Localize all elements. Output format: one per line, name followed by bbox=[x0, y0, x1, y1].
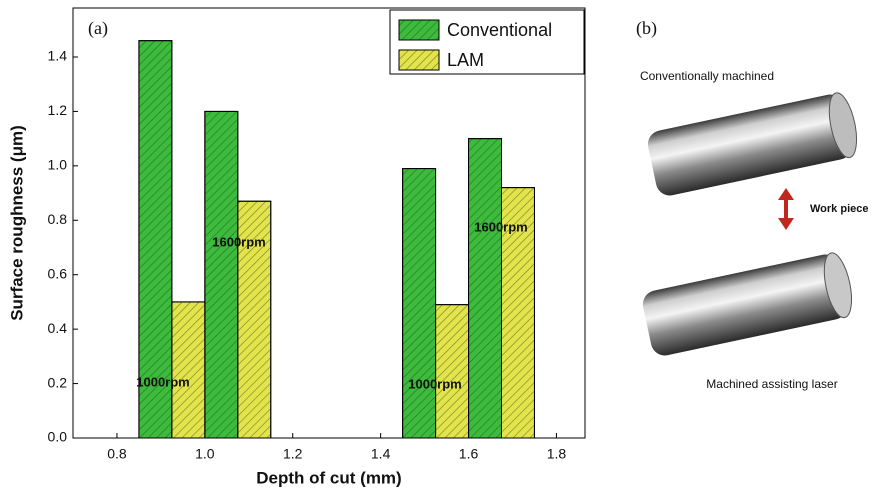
y-axis-label: Surface roughness (μm) bbox=[7, 125, 26, 321]
bar bbox=[171, 301, 206, 439]
bar bbox=[204, 110, 239, 439]
x-tick-label: 1.4 bbox=[371, 446, 391, 462]
x-tick-label: 0.8 bbox=[107, 446, 127, 462]
legend: Conventional LAM bbox=[389, 9, 585, 75]
x-tick-label: 1.2 bbox=[283, 446, 303, 462]
panel-label: (a) bbox=[88, 18, 108, 39]
bar-hatch bbox=[402, 168, 437, 439]
bar-hatch bbox=[171, 301, 206, 439]
panel-label: (b) bbox=[636, 18, 657, 39]
y-tick-label: 0.0 bbox=[48, 429, 68, 445]
photo-label: Work piece bbox=[810, 203, 869, 215]
y-tick-label: 1.2 bbox=[48, 102, 68, 118]
legend-label: Conventional bbox=[447, 20, 552, 40]
y-tick-label: 0.4 bbox=[48, 320, 68, 336]
y-tick-label: 0.2 bbox=[48, 374, 68, 390]
workpiece-top bbox=[647, 92, 858, 196]
legend-swatch-hatch bbox=[398, 49, 440, 71]
annotation: 1600rpm bbox=[474, 219, 527, 234]
bar-hatch bbox=[138, 40, 173, 439]
legend-label: LAM bbox=[447, 50, 484, 70]
bar bbox=[500, 187, 535, 439]
bar bbox=[468, 138, 502, 439]
annotation: 1000rpm bbox=[136, 374, 189, 389]
arrow bbox=[778, 188, 794, 230]
x-tick-label: 1.8 bbox=[547, 446, 567, 462]
bar bbox=[435, 304, 470, 439]
y-tick-label: 1.0 bbox=[48, 157, 68, 173]
photo-label: Machined assisting laser bbox=[706, 377, 837, 391]
legend-swatch-hatch bbox=[398, 19, 440, 41]
bar-hatch bbox=[468, 138, 502, 439]
x-axis-label: Depth of cut (mm) bbox=[256, 468, 401, 487]
bar-hatch bbox=[204, 110, 239, 439]
y-tick-label: 1.4 bbox=[48, 48, 68, 64]
x-tick-label: 1.6 bbox=[459, 446, 479, 462]
annotation: 1600rpm bbox=[212, 234, 265, 249]
y-tick-label: 0.6 bbox=[48, 265, 68, 281]
bar bbox=[402, 168, 437, 439]
x-tick-label: 1.0 bbox=[195, 446, 215, 462]
plot-frame bbox=[72, 7, 586, 439]
bar bbox=[138, 40, 173, 439]
photo-panel: (b) Conventionally machined Work piece M… bbox=[636, 18, 869, 391]
photo-label: Conventionally machined bbox=[640, 69, 774, 83]
y-tick-label: 0.8 bbox=[48, 211, 68, 227]
annotation: 1000rpm bbox=[408, 376, 461, 391]
bar-hatch bbox=[435, 304, 470, 439]
bar-hatch bbox=[237, 200, 272, 439]
bar bbox=[237, 200, 272, 439]
bar-hatch bbox=[500, 187, 535, 439]
workpiece-bottom bbox=[642, 252, 853, 356]
